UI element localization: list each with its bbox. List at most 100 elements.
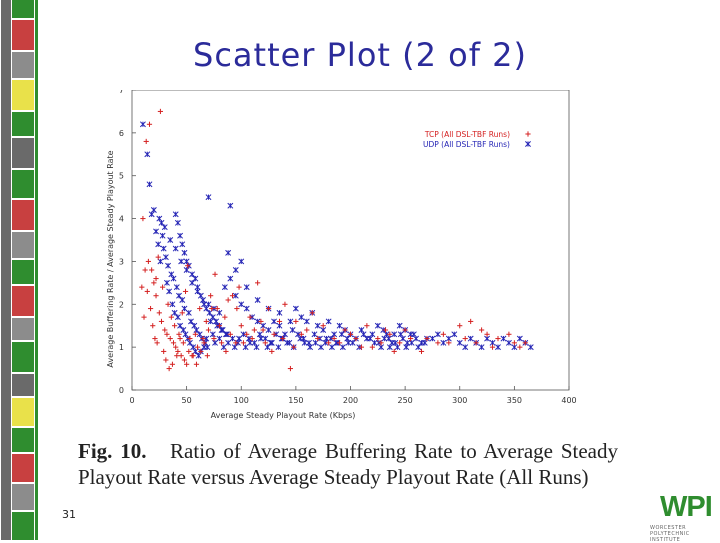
udp-point	[171, 309, 178, 316]
tcp-point	[159, 284, 166, 290]
tcp-point	[177, 335, 183, 342]
tcp-point	[174, 353, 180, 359]
tcp-point	[336, 340, 343, 346]
tcp-point	[240, 340, 247, 346]
udp-point	[232, 267, 239, 273]
udp-point	[360, 331, 367, 338]
x-axis-label: Average Steady Playout Rate (Kbps)	[211, 411, 356, 420]
tcp-point	[200, 335, 206, 342]
udp-point	[495, 344, 501, 351]
udp-point	[314, 322, 321, 329]
udp-point	[197, 292, 204, 299]
udp-point	[289, 327, 296, 333]
udp-point	[166, 288, 173, 295]
tcp-point	[218, 340, 225, 346]
tcp-point	[198, 348, 204, 355]
tcp-point	[184, 361, 190, 367]
udp-point	[410, 331, 417, 338]
tcp-point	[157, 108, 164, 115]
tcp-point	[260, 327, 266, 333]
udp-point	[146, 181, 153, 188]
tcp-point	[251, 327, 257, 333]
udp-point	[188, 318, 194, 325]
y-axis-label: Average Buffering Rate / Average Steady …	[106, 150, 115, 367]
tcp-point	[209, 305, 215, 312]
udp-point	[318, 344, 324, 351]
tcp-point	[142, 267, 148, 273]
tcp-point	[203, 318, 209, 325]
udp-point	[306, 339, 312, 346]
tcp-point	[175, 348, 181, 355]
udp-point	[500, 335, 507, 342]
wpi-logo: WPI	[660, 491, 713, 524]
tcp-point	[225, 297, 231, 303]
udp-point	[173, 284, 180, 291]
udp-point	[227, 202, 234, 209]
tcp-point	[342, 327, 348, 333]
udp-point	[271, 318, 277, 325]
scatter-plot: 0 50 100 150 200 250 300 350 400 0 1 2 3 4 5 6 7 TCP (Al…	[78, 90, 640, 540]
figure-label: Fig. 10.	[78, 439, 147, 463]
udp-point	[144, 151, 151, 158]
x-tick-label: 0	[129, 396, 134, 405]
tcp-point	[347, 331, 354, 337]
udp-point	[303, 318, 310, 325]
udp-point	[169, 301, 176, 308]
tcp-point	[407, 335, 414, 342]
udp-point	[177, 232, 184, 239]
tcp-point	[178, 353, 184, 359]
udp-point	[139, 121, 146, 128]
slide-number: 31	[62, 508, 76, 521]
udp-point	[232, 292, 239, 299]
tcp-point	[162, 327, 168, 333]
tcp-point	[468, 318, 474, 325]
tcp-point	[271, 331, 277, 337]
tcp-point	[151, 280, 157, 286]
tcp-point	[186, 348, 192, 355]
udp-point	[440, 339, 447, 346]
udp-point	[415, 344, 422, 351]
udp-point	[328, 344, 335, 351]
udp-point	[162, 254, 169, 261]
udp-point	[381, 335, 388, 342]
udp-point	[254, 297, 261, 303]
udp-point	[429, 335, 436, 342]
tcp-point	[309, 310, 315, 316]
tcp-point	[187, 335, 193, 342]
tcp-point	[163, 357, 169, 363]
udp-point	[165, 262, 172, 269]
tcp-point	[145, 258, 151, 265]
udp-point	[256, 331, 263, 338]
tcp-point	[247, 314, 253, 320]
legend-marker	[525, 131, 531, 137]
tcp-point	[511, 340, 517, 346]
udp-point	[177, 322, 184, 329]
x-tick-label: 350	[507, 396, 522, 405]
udp-point	[254, 318, 261, 325]
udp-point	[467, 335, 474, 342]
udp-point	[194, 284, 201, 291]
udp-point	[345, 339, 352, 346]
tcp-point	[158, 318, 165, 325]
udp-point	[176, 292, 182, 299]
tcp-point	[164, 331, 170, 337]
udp-point	[160, 245, 167, 252]
wpi-logo-subtext: WORCESTER POLYTECHNIC INSTITUTE	[650, 525, 690, 543]
udp-point	[172, 211, 179, 218]
tcp-point	[197, 305, 203, 312]
tcp-point	[326, 340, 332, 346]
caption-text: Ratio of Average Buffering Rate to Avera…	[78, 439, 618, 489]
udp-point	[311, 331, 318, 338]
y-tick-label: 6	[119, 129, 124, 138]
legend-label: UDP (All DSL-TBF Runs)	[423, 140, 510, 149]
tcp-point	[192, 331, 198, 337]
x-tick-label: 300	[452, 396, 467, 405]
tcp-point	[222, 314, 228, 320]
udp-point	[203, 305, 210, 312]
tcp-point	[320, 323, 326, 329]
tcp-point	[369, 344, 375, 350]
udp-point	[349, 339, 356, 346]
tcp-point	[190, 353, 196, 359]
udp-point	[339, 344, 346, 351]
tcp-point	[358, 344, 365, 350]
